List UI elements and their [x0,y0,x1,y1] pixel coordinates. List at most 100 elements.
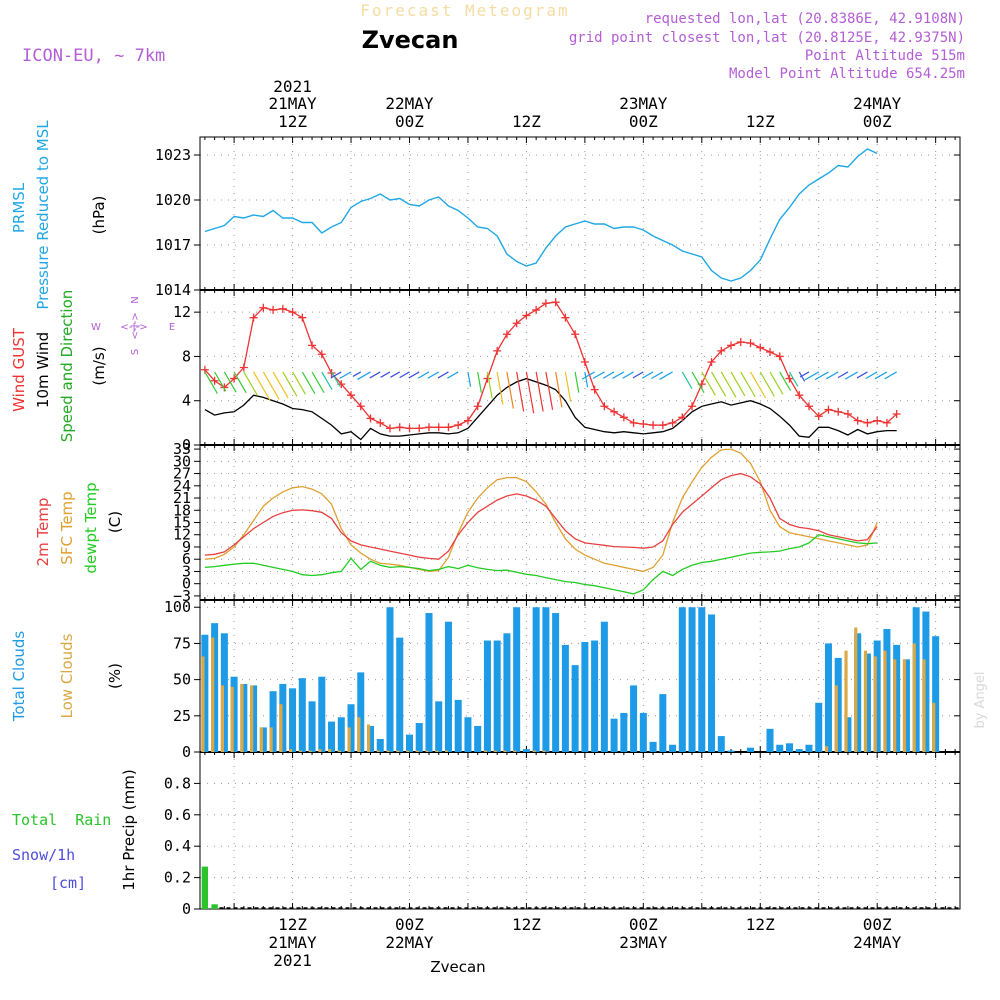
total-cloud-bar [785,743,793,752]
low-cloud-bar [902,659,907,752]
panel-pressure: 1014 1017 1020 1023 [155,136,961,299]
total-cloud-bar [591,640,599,752]
gust-marker [386,424,394,433]
gust-marker [512,319,521,328]
total-cloud-bar [318,676,326,752]
total-cloud-bar [561,644,569,752]
bottom-date-label: 22MAY [385,933,434,952]
wind-arrow [467,371,472,387]
total-cloud-bar [678,607,686,752]
wind-arrow [516,371,525,412]
snow-label: Snow/1h [12,846,75,864]
gust-marker [629,418,638,427]
panel-frame [199,751,961,910]
wind-arrow [612,371,625,380]
wind-arrow [788,371,799,387]
total-cloud-bar [600,621,608,752]
gust-marker [892,410,901,418]
top-date-label: 21MAY [268,94,317,113]
total-cloud-bar [357,672,365,752]
total-cloud-bar [474,725,482,752]
y-tick-label: 15 [173,514,191,532]
low-cloud-bar [220,685,225,752]
ms-label: (m/s) [90,346,108,385]
gust-marker [444,423,453,432]
wind-arrow [584,371,589,388]
panel-frame [199,444,961,601]
total-cloud-bar [795,749,803,752]
low-cloud-bar [240,683,244,752]
total-cloud-bar [639,712,647,752]
gust-marker [746,339,755,348]
y-tick-label: 6 [182,550,191,568]
gust-marker [230,374,239,383]
gust-marker [736,338,745,347]
panel-wind: 0 4 8 12 [173,289,961,454]
total-cloud-bar [211,623,219,752]
wind-arrow [720,371,737,398]
gust-marker [210,376,219,385]
gust-marker [278,304,287,313]
top-hour-label: 00Z [863,112,892,131]
gust-marker [649,421,658,430]
total-cloud-bar [425,613,433,752]
gust-marker [522,311,531,320]
gust-marker [600,402,609,411]
bottom-hour-label: 00Z [629,915,658,934]
wind-arrow [874,371,888,380]
gust-marker [298,313,307,322]
total-cloud-bar [844,717,852,752]
low-cloud-bar [883,650,887,752]
gust-marker [532,305,541,314]
wind-arrow [223,371,237,393]
wind-arrow [301,371,316,395]
total-cloud-bar [854,633,862,752]
watermark: by Angel [973,671,988,728]
gust-marker [853,416,862,425]
low-cloud-bar [415,750,419,752]
low-cloud-bar [834,685,838,752]
station-title: Zvecan [362,26,459,54]
gust-marker [356,402,365,411]
wind-arrow [233,371,247,394]
wind-arrow [339,371,352,380]
wind-arrow [311,371,325,394]
total-rain-label: Total Rain [12,811,111,829]
y-tick-label: 0 [182,436,191,454]
gust-marker [619,413,628,422]
total-cloud-bar [805,744,813,752]
low-clouds-label: Low Clouds [58,633,76,718]
wind-arrow [602,371,615,379]
wind-arrow [622,371,634,379]
total-clouds-label: Total Clouds [10,631,28,723]
wind-arrow [486,371,493,399]
total-cloud-bar [444,621,452,752]
gust-marker [814,412,823,421]
wind-arrow [749,371,767,399]
wind-arrow [711,371,727,397]
total-cloud-bar [464,717,472,752]
model-altitude: Model Point Altitude 654.25m [729,66,965,82]
model-label: ICON-EU, ~ 7km [22,46,165,66]
wind-arrow [814,371,829,381]
top-hour-label: 12Z [512,112,541,131]
wind-arrow [390,371,401,378]
y-tick-label: 0 [182,743,191,761]
y-tick-label: 8 [182,347,191,365]
low-cloud-bar [376,750,380,752]
total-cloud-bar [396,637,404,752]
low-cloud-bar [863,650,868,752]
total-cloud-bar [863,653,871,752]
total-cloud-bar [708,614,716,752]
gust-marker [571,330,580,339]
gust-marker [580,357,589,366]
total-cloud-bar [347,704,355,752]
wind-arrow [204,371,218,395]
total-cloud-bar [834,657,842,752]
gust-marker [424,423,433,432]
y-tick-label: 0 [182,900,191,918]
wind-arrow [369,371,381,379]
wind-arrow [659,371,673,380]
